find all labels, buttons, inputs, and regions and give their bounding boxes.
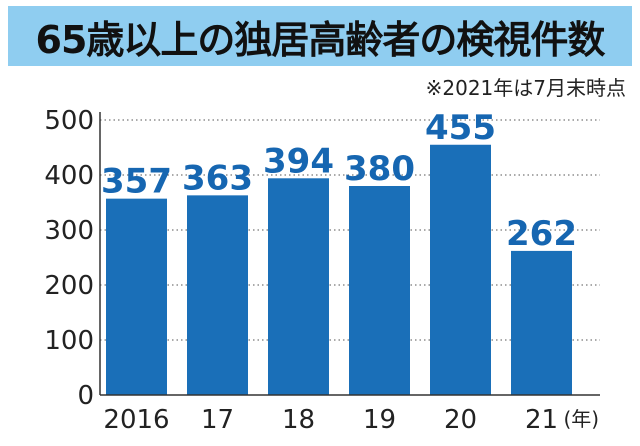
bars [106,144,572,395]
y-tick-label: 400 [44,161,94,191]
y-tick-label: 300 [44,216,94,246]
y-tick-label: 100 [44,326,94,356]
value-label: 357 [101,162,172,202]
x-tick-label: 20 [444,405,477,435]
chart-title: 65歳以上の独居高齢者の検視件数 [35,17,606,62]
y-tick-label: 0 [77,381,94,411]
bar-20 [430,144,491,395]
bar-21 [511,250,572,395]
bar-18 [268,178,329,395]
value-label: 262 [506,214,577,254]
bar-19 [349,186,410,395]
value-label: 394 [263,141,334,181]
y-tick-labels: 0 100 200 300 400 500 [44,106,94,411]
x-tick-label: 2016 [103,405,169,435]
y-tick-label: 500 [44,106,94,136]
value-label: 380 [344,149,415,189]
bar-2016 [106,198,167,395]
y-tick-label: 200 [44,271,94,301]
x-unit-label: (年) [564,407,600,431]
x-tick-label: 18 [282,405,315,435]
bar-17 [187,195,248,395]
x-tick-label: 21 [525,405,558,435]
chart-note: ※2021年は7月末時点 [425,76,626,100]
title-bar: 65歳以上の独居高齢者の検視件数 [8,6,632,66]
x-tick-label: 17 [201,405,234,435]
x-tick-labels: 2016 17 18 19 20 21 (年) [103,405,599,435]
x-tick-label: 19 [363,405,396,435]
value-label: 363 [182,158,253,198]
value-label: 455 [425,108,496,148]
